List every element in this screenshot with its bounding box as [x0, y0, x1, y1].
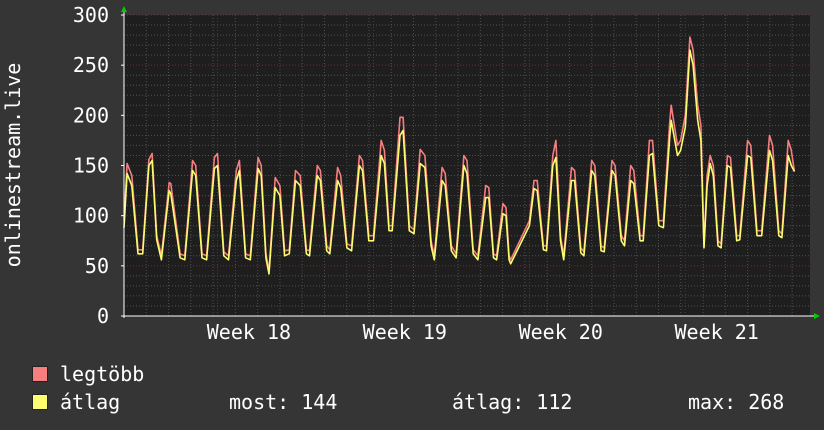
- axes: [121, 6, 820, 319]
- series-line-atlag: [123, 49, 796, 275]
- y-axis-arrow: [121, 6, 127, 12]
- x-tick-label: Week 18: [207, 320, 291, 344]
- x-tick-label: Week 19: [363, 320, 447, 344]
- legend-item-atlag: átlag: [32, 390, 120, 414]
- legend-swatch-legtobb: [32, 365, 48, 382]
- y-axis-label: onlinestream.live: [1, 63, 25, 268]
- legend-label-atlag: átlag: [60, 390, 121, 414]
- x-axis-arrow: [814, 313, 820, 319]
- stat-max: max: 268: [688, 390, 785, 414]
- x-tick-label: Week 20: [519, 320, 603, 344]
- y-tick-label: 150: [73, 154, 109, 178]
- legend-item-legtobb: legtöbb: [32, 362, 144, 386]
- y-tick-label: 300: [73, 3, 109, 27]
- y-tick-labels: 0 50 100 150 200 250 300: [73, 3, 109, 328]
- legend-label-legtobb: legtöbb: [60, 362, 145, 386]
- legend-swatch-atlag: [32, 393, 48, 410]
- y-tick-label: 100: [73, 204, 109, 228]
- series-atlag: [123, 49, 796, 275]
- x-tick-labels: Week 18 Week 19 Week 20 Week 21: [207, 320, 759, 344]
- y-tick-label: 250: [73, 53, 109, 77]
- x-tick-label: Week 21: [674, 320, 758, 344]
- stat-atlag: átlag: 112: [452, 390, 573, 414]
- y-tick-label: 50: [85, 254, 109, 278]
- y-tick-label: 200: [73, 103, 109, 127]
- stat-most: most: 144: [229, 390, 338, 414]
- y-tick-label: 0: [97, 304, 109, 328]
